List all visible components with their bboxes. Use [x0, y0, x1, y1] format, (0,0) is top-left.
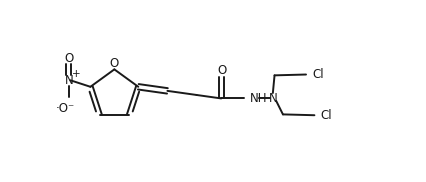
Text: +: + — [72, 69, 80, 79]
Text: O: O — [110, 57, 119, 70]
Text: Cl: Cl — [312, 68, 323, 81]
Text: ·O⁻: ·O⁻ — [56, 102, 75, 115]
Text: Cl: Cl — [320, 109, 332, 122]
Text: O: O — [217, 64, 227, 77]
Text: N: N — [268, 92, 277, 105]
Text: O: O — [64, 52, 73, 65]
Text: NH: NH — [250, 92, 268, 105]
Text: N: N — [64, 74, 73, 87]
